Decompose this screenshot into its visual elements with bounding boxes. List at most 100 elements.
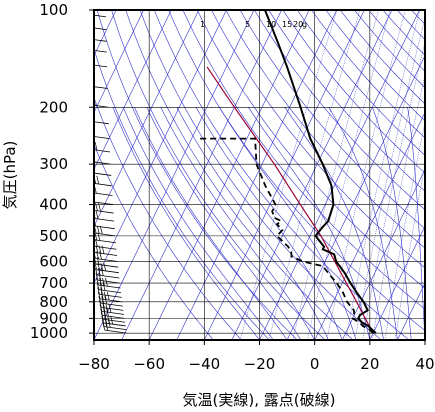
x-axis-title: 気温(実線), 露点(破線) bbox=[183, 391, 336, 409]
dry-adiabat-line bbox=[196, 10, 425, 289]
x-tick-label: −60 bbox=[133, 355, 165, 373]
wind-barb bbox=[97, 291, 123, 303]
x-tick-label: 20 bbox=[360, 355, 379, 373]
wind-barb bbox=[94, 267, 120, 279]
dewpoint-line bbox=[197, 137, 374, 334]
x-tick-label: 0 bbox=[310, 355, 320, 373]
isotherm-line bbox=[259, 10, 420, 340]
wind-barb bbox=[94, 225, 116, 237]
y-tick-label: 100 bbox=[39, 1, 68, 19]
wind-barb bbox=[103, 10, 106, 11]
dry-adiabat-line bbox=[125, 10, 354, 340]
y-axis-title: 気圧(hPa) bbox=[1, 141, 19, 210]
dry-adiabat-line bbox=[239, 10, 425, 230]
isotherm-line bbox=[148, 10, 310, 340]
dry-adiabat-line bbox=[94, 143, 214, 340]
mixing-ratio-label: g bbox=[302, 20, 307, 29]
isotherm-line bbox=[94, 10, 144, 114]
x-tick-label: 40 bbox=[415, 355, 434, 373]
mixing-ratio-line bbox=[326, 10, 406, 340]
wind-barb bbox=[96, 277, 121, 289]
moist-adiabat-line bbox=[372, 107, 412, 340]
isotherm-line bbox=[94, 10, 172, 171]
x-tick-label: −20 bbox=[244, 355, 276, 373]
mixing-ratio-line bbox=[354, 16, 425, 340]
mixing-ratio-label: 15 bbox=[282, 20, 292, 29]
isotherm-line bbox=[341, 168, 425, 340]
y-tick-label: 700 bbox=[39, 274, 68, 292]
y-tick-label: 200 bbox=[39, 98, 68, 116]
wind-barb bbox=[94, 232, 116, 244]
y-tick-label: 500 bbox=[39, 227, 68, 245]
isotherm-line bbox=[121, 10, 282, 340]
wind-barb bbox=[94, 121, 109, 125]
dry-adiabat-line bbox=[282, 10, 425, 174]
wind-barb bbox=[94, 27, 107, 31]
mixing-ratio-line bbox=[307, 10, 391, 340]
background-lines bbox=[94, 10, 435, 340]
mixing-ratio-label: 1 bbox=[200, 20, 205, 29]
y-tick-label: 1000 bbox=[30, 324, 68, 342]
wind-barb bbox=[94, 136, 110, 139]
moist-adiabat-line bbox=[407, 107, 425, 340]
mixing-ratio-label: 5 bbox=[245, 20, 250, 29]
dry-adiabat-line bbox=[254, 10, 425, 211]
mixing-ratio-line bbox=[372, 74, 425, 340]
mixing-ratio-line bbox=[239, 10, 338, 340]
mixing-ratio-label: 20 bbox=[293, 20, 303, 29]
isotherm-line bbox=[369, 225, 425, 340]
isotherm-line bbox=[231, 10, 393, 340]
dry-adiabat-line bbox=[154, 10, 410, 340]
moist-adiabat-line bbox=[195, 107, 343, 340]
moist-adiabat-line bbox=[248, 107, 371, 340]
dry-adiabat-line bbox=[168, 10, 425, 331]
dry-adiabat-line bbox=[139, 10, 382, 340]
wind-barb bbox=[94, 262, 119, 274]
wind-barb bbox=[94, 172, 112, 176]
dry-adiabat-line bbox=[225, 10, 425, 249]
y-tick-label: 300 bbox=[39, 155, 68, 173]
wind-barb bbox=[94, 141, 111, 153]
isotherm-line bbox=[424, 339, 425, 340]
wind-barb bbox=[94, 86, 108, 89]
y-tick-label: 900 bbox=[39, 309, 68, 327]
wind-barb bbox=[94, 39, 107, 42]
wind-barb bbox=[94, 64, 108, 68]
x-axis-ticks: −80 −60 −40 −20 0 20 40 bbox=[78, 340, 435, 373]
isotherm-line bbox=[94, 10, 200, 227]
dry-adiabat-line bbox=[94, 48, 270, 340]
moist-adiabat-line bbox=[176, 107, 329, 340]
moist-adiabat-line bbox=[146, 107, 302, 340]
dry-adiabat-line bbox=[182, 10, 425, 310]
moist-adiabat-line bbox=[328, 107, 398, 340]
wind-barb bbox=[94, 14, 107, 18]
y-tick-label: 600 bbox=[39, 252, 68, 270]
dry-adiabat-line bbox=[211, 10, 425, 269]
mixing-ratio-labels: 1 5 10 15 20g bbox=[200, 20, 307, 29]
x-tick-label: −80 bbox=[78, 355, 110, 373]
wind-barb bbox=[95, 272, 120, 284]
mixing-ratio-line bbox=[292, 10, 379, 340]
dry-adiabat-line bbox=[94, 96, 242, 340]
isotherm-line bbox=[94, 10, 227, 284]
wind-barb bbox=[97, 287, 122, 298]
mixing-ratio-line bbox=[345, 10, 421, 340]
moist-adiabat-line bbox=[134, 107, 288, 340]
wind-barb bbox=[96, 282, 122, 294]
dry-adiabat-line bbox=[96, 10, 298, 340]
dry-adiabat-line bbox=[426, 10, 435, 340]
isotherm-line bbox=[94, 10, 255, 340]
wind-barbs bbox=[94, 10, 127, 334]
wind-barb bbox=[98, 296, 123, 307]
parcel-line bbox=[206, 66, 374, 334]
wind-barb bbox=[94, 49, 107, 53]
mixing-ratio-line bbox=[384, 121, 425, 340]
mixing-ratio-line bbox=[362, 41, 425, 340]
y-tick-label: 800 bbox=[39, 293, 68, 311]
temperature-line bbox=[264, 10, 377, 334]
wind-barb bbox=[99, 300, 124, 311]
y-tick-label: 400 bbox=[39, 196, 68, 214]
moist-adiabat-line bbox=[123, 107, 274, 340]
